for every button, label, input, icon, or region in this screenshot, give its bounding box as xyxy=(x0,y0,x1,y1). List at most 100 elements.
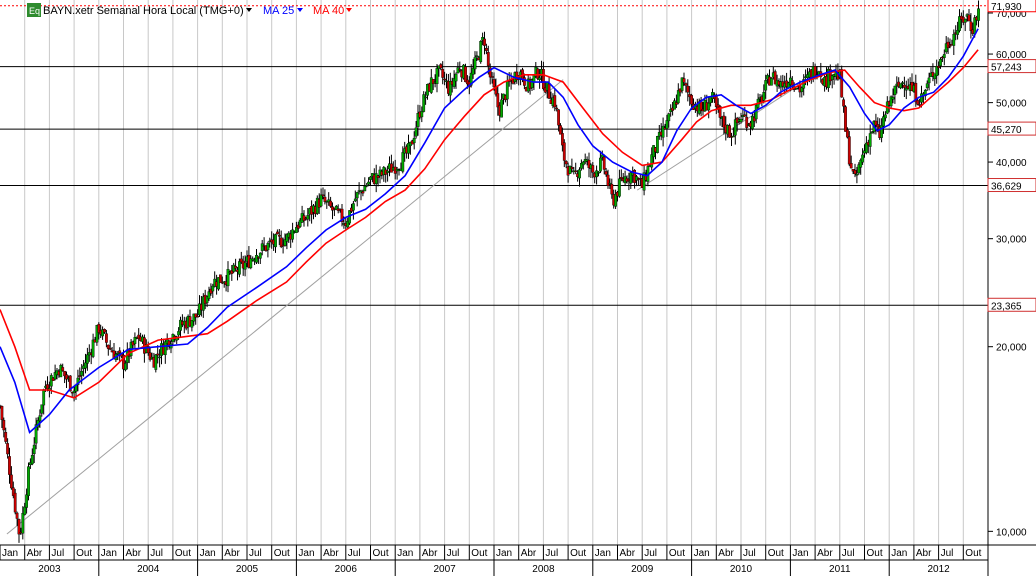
candle-body xyxy=(367,181,370,185)
candle-body xyxy=(452,78,456,87)
candle-body xyxy=(295,227,298,233)
candle-body xyxy=(340,208,344,222)
candle-body xyxy=(942,54,946,58)
candle-body xyxy=(439,64,443,69)
candle-body xyxy=(104,333,108,343)
month-label: Jul xyxy=(150,548,163,559)
candle-body xyxy=(880,125,884,138)
candle-body xyxy=(874,120,878,126)
candle-body xyxy=(196,316,199,318)
candle-body xyxy=(283,239,287,246)
candle-body xyxy=(103,329,106,333)
ma40-label[interactable]: MA 40 xyxy=(313,5,344,17)
price-tick-label: 40,000 xyxy=(996,158,1027,169)
month-label: Jan xyxy=(2,548,18,559)
candle-body xyxy=(6,443,10,455)
candle-body xyxy=(61,367,65,371)
chart-header: Eq BAYN.xetr Semanal Hora Local (TMG+0) … xyxy=(27,3,352,17)
year-label: 2009 xyxy=(631,564,654,575)
month-label: Out xyxy=(570,548,586,559)
candle-body xyxy=(179,319,182,331)
month-label: Jan xyxy=(595,548,611,559)
year-label: 2010 xyxy=(730,564,753,575)
symbol-label[interactable]: BAYN.xetr Semanal Hora Local (TMG+0) xyxy=(43,5,244,17)
candle-body xyxy=(53,372,57,380)
candle-body xyxy=(291,229,294,240)
month-label: Abr xyxy=(422,548,438,559)
candle-body xyxy=(904,87,908,91)
ma40-dropdown-icon[interactable] xyxy=(346,8,352,12)
candle-body xyxy=(194,313,198,318)
candle-body xyxy=(355,192,359,199)
candle-body xyxy=(321,194,325,197)
candle-body xyxy=(935,66,939,77)
month-label: Jul xyxy=(447,548,460,559)
candle-body xyxy=(146,345,150,354)
candle-body xyxy=(492,79,496,88)
candle-body xyxy=(676,90,680,104)
candle-body xyxy=(471,67,475,75)
candle-body xyxy=(424,96,427,99)
candle-body xyxy=(591,165,595,173)
ma25-dropdown-icon[interactable] xyxy=(297,8,303,12)
candle-body xyxy=(9,474,13,489)
symbol-dropdown-icon[interactable] xyxy=(246,8,252,12)
candle-body xyxy=(279,237,283,248)
candle-body xyxy=(828,69,832,82)
candle-body xyxy=(118,350,122,354)
candle-body xyxy=(948,45,952,47)
month-label: Abr xyxy=(718,548,734,559)
candle-body xyxy=(296,224,300,229)
candle-body xyxy=(578,169,581,179)
year-label: 2004 xyxy=(137,564,160,575)
ma25-label[interactable]: MA 25 xyxy=(263,5,294,17)
candle-body xyxy=(547,83,551,99)
month-label: Out xyxy=(274,548,290,559)
candle-body xyxy=(488,67,492,78)
candle-body xyxy=(587,159,591,169)
candle-body xyxy=(239,258,243,263)
candle-body xyxy=(916,100,920,105)
candle-body xyxy=(255,255,258,263)
candle-body xyxy=(15,512,19,519)
candle-body xyxy=(876,124,880,128)
candle-body xyxy=(718,106,722,118)
candle-body xyxy=(80,371,84,376)
candle-body xyxy=(739,119,743,123)
candle-body xyxy=(743,114,747,117)
candle-body xyxy=(352,203,355,211)
month-label: Abr xyxy=(521,548,537,559)
candle-body xyxy=(561,133,564,146)
candle-body xyxy=(30,455,34,465)
candle-body xyxy=(38,415,42,422)
ma40-line xyxy=(0,49,979,399)
candle-body xyxy=(2,419,6,431)
candle-body xyxy=(557,109,561,126)
price-axis: 70,000 60,000 50,000 40,000 30,000 20,000 10,0… xyxy=(988,9,1027,538)
candle-body xyxy=(790,80,794,86)
candle-body xyxy=(365,185,369,187)
candle-body xyxy=(722,115,726,128)
candle-body xyxy=(884,114,887,119)
candle-body xyxy=(868,133,872,147)
candle-body xyxy=(407,143,410,154)
candle-body xyxy=(319,194,323,207)
candle-body xyxy=(606,174,610,186)
candle-body xyxy=(11,487,15,496)
candle-body xyxy=(530,79,534,88)
candle-body xyxy=(363,185,367,192)
candle-body xyxy=(475,55,479,57)
candle-body xyxy=(51,377,55,381)
candle-body xyxy=(237,261,241,275)
vertical-gridlines xyxy=(24,0,964,545)
month-label: Jan xyxy=(101,548,117,559)
candle-body xyxy=(21,512,25,534)
month-label: Jan xyxy=(792,548,808,559)
candle-body xyxy=(920,93,923,103)
candle-body xyxy=(266,243,270,251)
candle-body xyxy=(893,85,897,96)
month-label: Abr xyxy=(620,548,636,559)
candle-body xyxy=(154,354,158,370)
candle-body xyxy=(568,166,572,174)
year-label: 2005 xyxy=(236,564,259,575)
